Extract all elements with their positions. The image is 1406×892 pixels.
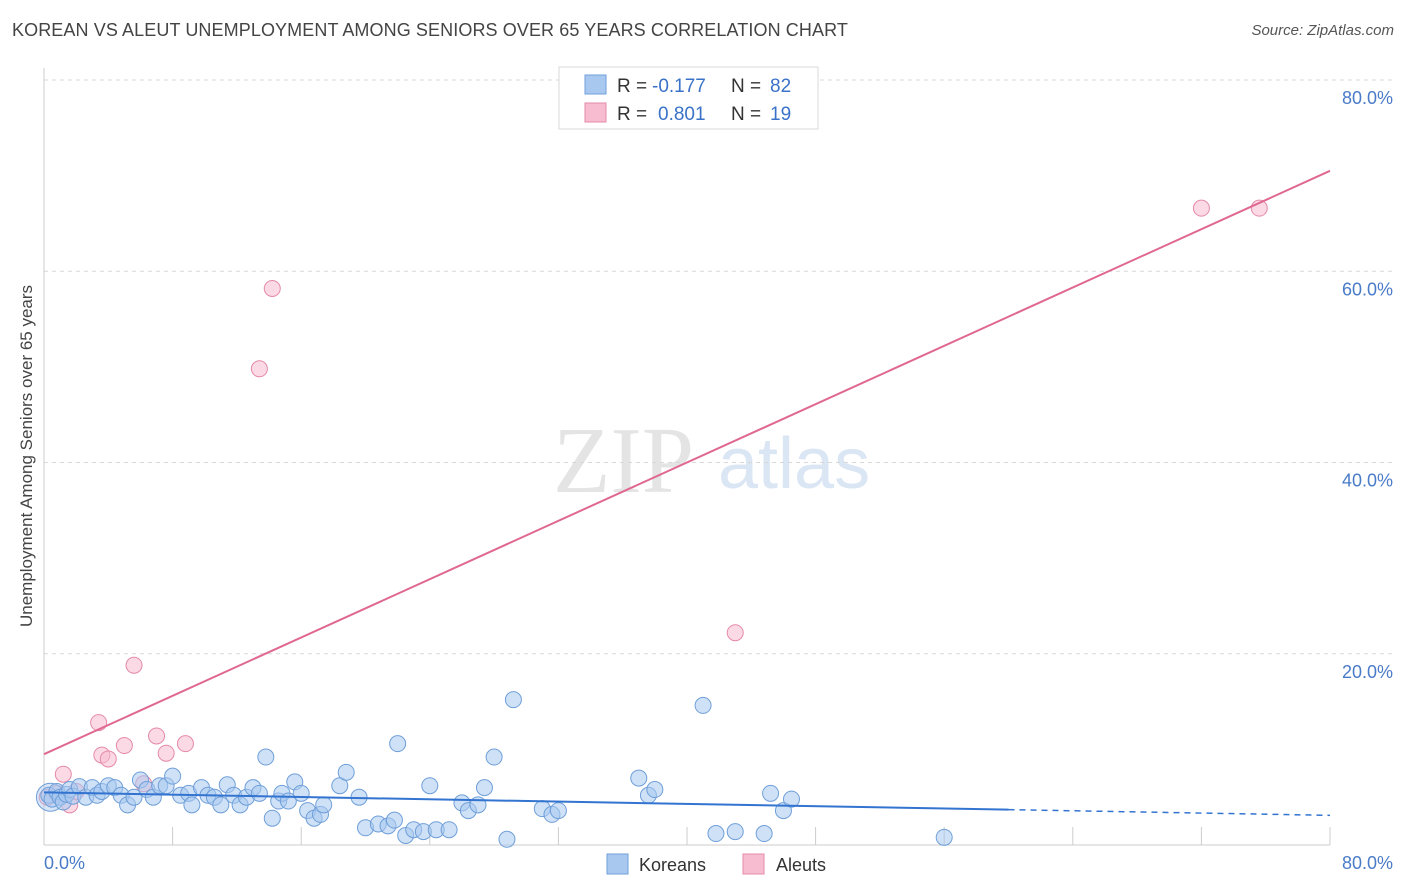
legend-r-value-aleuts: 0.801 <box>658 104 706 125</box>
korean-point <box>485 748 503 766</box>
gridlines <box>44 79 1392 655</box>
legend-swatch-koreans <box>584 74 607 95</box>
aleut-point <box>99 750 117 768</box>
korean-point <box>694 696 712 714</box>
aleut-point <box>157 744 175 762</box>
aleut-point <box>90 714 108 732</box>
korean-point <box>755 825 773 843</box>
korean-point <box>726 823 744 841</box>
legend-bottom: Koreans Aleuts <box>606 853 826 875</box>
legend-r-label-aleuts: R = <box>617 104 647 125</box>
korean-point <box>250 784 268 802</box>
korean-point <box>762 784 780 802</box>
korean-point <box>646 781 664 799</box>
aleut-point <box>1192 199 1210 217</box>
korean-point <box>935 828 953 846</box>
korean-point <box>440 821 458 839</box>
legend-n-label-koreans: N = <box>731 76 761 97</box>
watermark-atlas: atlas <box>718 424 870 504</box>
y-tick-label: 20.0% <box>1342 662 1393 682</box>
korean-point <box>549 802 567 820</box>
legend-n-value-koreans: 82 <box>770 76 791 97</box>
watermark-zip: ZIP <box>553 409 694 513</box>
korean-point <box>421 777 439 795</box>
korean-point <box>389 735 407 753</box>
y-axis-label: Unemployment Among Seniors over 65 years <box>17 285 36 627</box>
aleut-point <box>125 656 143 674</box>
aleut-point <box>176 735 194 753</box>
legend-n-label-aleuts: N = <box>731 104 761 125</box>
korean-point <box>257 748 275 766</box>
chart-title: KOREAN VS ALEUT UNEMPLOYMENT AMONG SENIO… <box>12 20 848 40</box>
korean-point <box>707 825 725 843</box>
legend-bottom-swatch-koreans <box>606 853 629 875</box>
aleut-point <box>54 765 72 783</box>
korean-point <box>164 767 182 785</box>
korean-point <box>782 790 800 808</box>
aleut-trend-line <box>43 169 1331 756</box>
x-tick-label: 80.0% <box>1342 853 1393 873</box>
legend-r-value-koreans: -0.177 <box>652 76 706 97</box>
legend-top: R = -0.177 N = 82 R = 0.801 N = 19 <box>558 66 819 130</box>
aleut-point <box>263 279 281 297</box>
legend-n-value-aleuts: 19 <box>770 104 791 125</box>
korean-trend-line <box>43 791 1009 811</box>
y-tick-label: 60.0% <box>1342 279 1393 299</box>
korean-point <box>630 769 648 787</box>
y-tick-label: 80.0% <box>1342 88 1393 108</box>
korean-point <box>292 784 310 802</box>
source-label: Source: ZipAtlas.com <box>1251 22 1394 39</box>
legend-swatch-aleuts <box>584 102 607 123</box>
legend-bottom-swatch-aleuts <box>742 853 765 875</box>
korean-point <box>212 796 230 814</box>
legend-bottom-label-koreans: Koreans <box>639 855 706 875</box>
x-tick-label: 0.0% <box>44 853 85 873</box>
trend-lines <box>43 169 1331 817</box>
korean-point <box>263 809 281 827</box>
korean-point <box>475 779 493 797</box>
x-tick-labels: 0.0% 80.0% <box>44 853 1393 873</box>
korean-point <box>183 796 201 814</box>
aleut-point <box>726 624 744 642</box>
korean-point <box>498 830 516 848</box>
korean-point <box>315 796 333 814</box>
aleut-point <box>148 727 166 745</box>
legend-bottom-label-aleuts: Aleuts <box>776 855 826 875</box>
korean-point <box>385 811 403 829</box>
aleut-point <box>250 360 268 378</box>
korean-trend-extension <box>1008 808 1331 817</box>
korean-point <box>504 691 522 709</box>
y-tick-label: 40.0% <box>1342 471 1393 491</box>
aleut-point <box>115 737 133 755</box>
korean-point <box>337 763 355 781</box>
series-koreans <box>35 691 953 848</box>
legend-r-label-koreans: R = <box>617 76 647 97</box>
y-tick-labels: 20.0% 40.0% 60.0% 80.0% <box>1342 88 1393 682</box>
